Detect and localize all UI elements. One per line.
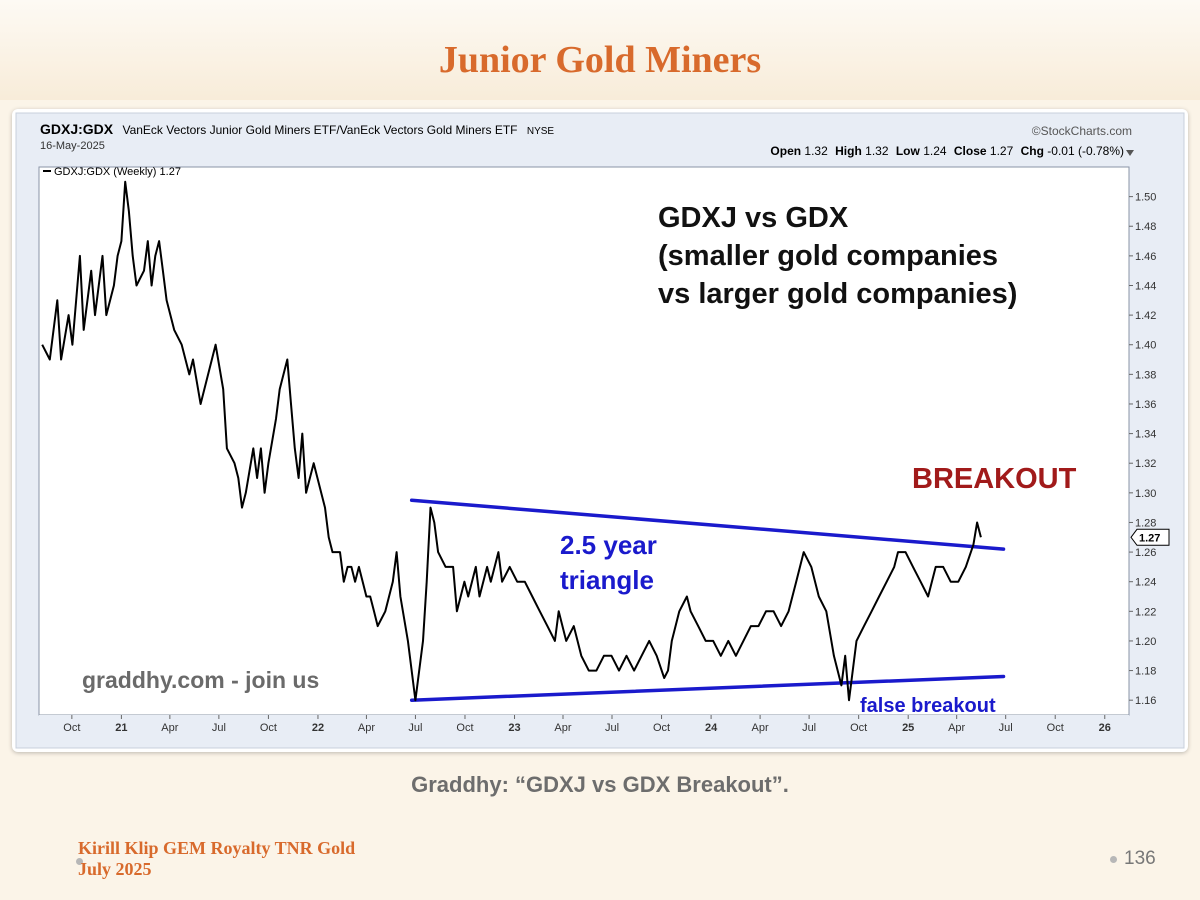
annotation-heading-line3: vs larger gold companies) bbox=[658, 278, 1017, 310]
x-tick-label: Oct bbox=[456, 722, 473, 734]
footer-bullet bbox=[76, 858, 83, 865]
x-tick-label: 23 bbox=[508, 722, 520, 734]
annotation-heading-line2: (smaller gold companies bbox=[658, 240, 998, 272]
x-tick-label: Jul bbox=[212, 722, 226, 734]
trendlines bbox=[409, 498, 1006, 702]
chart-watermark: graddhy.com - join us bbox=[82, 667, 319, 693]
x-tick-label: Oct bbox=[850, 722, 867, 734]
x-tick-label: Oct bbox=[260, 722, 277, 734]
y-tick-label: 1.28 bbox=[1135, 517, 1156, 529]
trendline-upper bbox=[409, 498, 1006, 551]
series-line-gdxj-gdx bbox=[41, 180, 982, 702]
chart-date: 16-May-2025 bbox=[40, 140, 105, 152]
quote-close-label: Close bbox=[954, 144, 987, 158]
x-tick-label: 22 bbox=[312, 722, 324, 734]
quote-low: 1.24 bbox=[923, 144, 947, 158]
y-tick-label: 1.44 bbox=[1135, 280, 1156, 292]
slide-footer: Kirill Klip GEM Royalty TNR Gold July 20… bbox=[78, 838, 355, 880]
last-value-marker: 1.27 bbox=[1130, 528, 1170, 546]
annotation-heading-line1: GDXJ vs GDX bbox=[658, 202, 849, 234]
x-tick-label: Jul bbox=[999, 722, 1013, 734]
chart-exchange: NYSE bbox=[527, 126, 555, 137]
y-tick-label: 1.20 bbox=[1135, 636, 1156, 648]
x-tick-label: 24 bbox=[705, 722, 718, 734]
footer-author: Kirill Klip GEM Royalty TNR Gold bbox=[78, 838, 356, 858]
y-tick-label: 1.22 bbox=[1135, 606, 1156, 618]
quote-line: Open 1.32 High 1.32 Low 1.24 Close 1.27 … bbox=[770, 144, 1124, 158]
annotation-triangle-line1: 2.5 year bbox=[560, 530, 657, 560]
plot-area bbox=[38, 166, 1130, 716]
y-tick-label: 1.48 bbox=[1135, 221, 1156, 233]
y-tick-label: 1.50 bbox=[1135, 192, 1156, 204]
legend-label: GDXJ:GDX (Weekly) 1.27 bbox=[54, 166, 181, 178]
x-tick-label: Apr bbox=[948, 722, 965, 734]
y-tick-label: 1.46 bbox=[1135, 251, 1156, 263]
quote-open: 1.32 bbox=[804, 144, 828, 158]
quote-open-label: Open bbox=[770, 144, 801, 158]
chart-frame: GDXJ:GDX VanEck Vectors Junior Gold Mine… bbox=[12, 109, 1188, 752]
annotation-breakout: BREAKOUT bbox=[912, 463, 1077, 495]
x-tick-label: Apr bbox=[161, 722, 178, 734]
x-tick-label: Apr bbox=[554, 722, 571, 734]
x-tick-label: Oct bbox=[63, 722, 80, 734]
page-number: 136 bbox=[1124, 848, 1156, 869]
x-tick-label: Jul bbox=[802, 722, 816, 734]
x-tick-label: Apr bbox=[752, 722, 769, 734]
annotation-triangle-line2: triangle bbox=[560, 565, 654, 595]
annotation-false-breakout: false breakout bbox=[860, 695, 996, 717]
svg-text:GDXJ:GDX VanEck Vectors: GDXJ:GDX VanEck Vectors Junior Gold Mine… bbox=[40, 121, 554, 137]
page-number-bullet bbox=[1110, 856, 1117, 863]
y-tick-label: 1.30 bbox=[1135, 488, 1156, 500]
x-axis-band bbox=[39, 715, 1129, 739]
quote-low-label: Low bbox=[896, 144, 921, 158]
x-tick-label: Jul bbox=[408, 722, 422, 734]
x-axis: Oct 21 Apr Jul Oct 22 Apr Jul Oct 23 Apr Jul Oct 24 Ap… bbox=[63, 715, 1111, 734]
y-tick-label: 1.32 bbox=[1135, 458, 1156, 470]
chart-instrument-name: VanEck Vectors Junior Gold Miners ETF/Va… bbox=[122, 123, 517, 137]
y-tick-label: 1.16 bbox=[1135, 695, 1156, 707]
x-tick-label: 26 bbox=[1099, 722, 1111, 734]
y-tick-label: 1.26 bbox=[1135, 547, 1156, 559]
y-tick-label: 1.40 bbox=[1135, 340, 1156, 352]
x-tick-label: Oct bbox=[1047, 722, 1064, 734]
chart-symbol: GDXJ:GDX bbox=[40, 121, 114, 137]
slide-caption: Graddhy: “GDXJ vs GDX Breakout”. bbox=[411, 772, 789, 797]
quote-close: 1.27 bbox=[990, 144, 1014, 158]
y-tick-label: 1.38 bbox=[1135, 369, 1156, 381]
quote-chg: -0.01 (-0.78%) bbox=[1047, 144, 1124, 158]
quote-high-label: High bbox=[835, 144, 862, 158]
x-tick-label: 21 bbox=[115, 722, 127, 734]
x-tick-label: 25 bbox=[902, 722, 914, 734]
y-tick-label: 1.18 bbox=[1135, 666, 1156, 678]
quote-high: 1.32 bbox=[865, 144, 889, 158]
y-tick-label: 1.42 bbox=[1135, 310, 1156, 322]
quote-chg-label: Chg bbox=[1021, 144, 1044, 158]
x-tick-label: Apr bbox=[358, 722, 375, 734]
footer-date: July 2025 bbox=[78, 859, 152, 879]
y-tick-label: 1.36 bbox=[1135, 399, 1156, 411]
last-value-label: 1.27 bbox=[1139, 532, 1160, 544]
y-tick-label: 1.24 bbox=[1135, 577, 1156, 589]
trendline-lower bbox=[409, 674, 1006, 702]
x-tick-label: Jul bbox=[605, 722, 619, 734]
slide-header-band bbox=[0, 0, 1200, 100]
quote-dropdown-icon[interactable] bbox=[1126, 150, 1134, 156]
y-axis: 1.16 1.18 1.20 1.22 1.24 1.26 1.28 1.30 1.32 1.34… bbox=[1129, 192, 1156, 707]
ratio-line-chart: GDXJ:GDX VanEck Vectors Junior Gold Mine… bbox=[15, 112, 1185, 749]
y-tick-label: 1.34 bbox=[1135, 429, 1156, 441]
slide-title: Junior Gold Miners bbox=[438, 39, 762, 81]
chart-source: ©StockCharts.com bbox=[1032, 124, 1132, 138]
x-tick-label: Oct bbox=[653, 722, 670, 734]
